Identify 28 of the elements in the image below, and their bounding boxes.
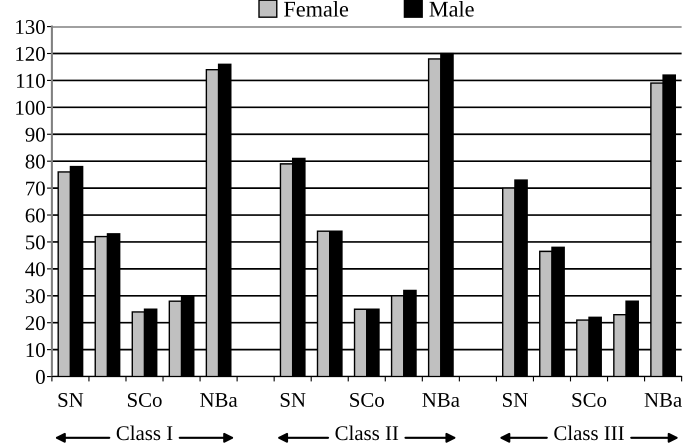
x-tick-label: NBa <box>422 393 460 407</box>
x-tick-label: SN <box>58 392 84 407</box>
text: Class II <box>336 426 398 440</box>
y-tick-label: 50 <box>26 235 45 250</box>
y-tick-label: 20 <box>26 316 45 330</box>
y-tick-label: 80 <box>26 154 45 169</box>
y-tick-label: 0 <box>36 370 45 384</box>
y-tick-label: 70 <box>26 181 45 196</box>
legend-label: Female <box>284 1 348 17</box>
y-tick-label: 120 <box>16 46 45 61</box>
text: Class I <box>116 426 172 440</box>
x-tick-label: SCo <box>128 392 162 407</box>
y-tick-label: 110 <box>17 74 45 88</box>
x-tick-label: SN <box>280 392 306 407</box>
x-tick-label: SCo <box>572 392 606 407</box>
legend-label: Male <box>429 1 474 17</box>
y-tick-label: 90 <box>25 128 45 142</box>
x-tick-label: NBa <box>644 393 682 407</box>
y-tick-label: 100 <box>16 100 45 115</box>
text: Class III <box>554 426 624 440</box>
x-tick-label: NBa <box>200 393 238 407</box>
y-tick-label: 130 <box>16 20 45 34</box>
x-tick-label: SCo <box>350 392 384 407</box>
y-tick-label: 10 <box>26 343 45 358</box>
x-tick-label: SN <box>503 392 528 407</box>
y-tick-label: 40 <box>25 262 45 276</box>
y-tick-label: 60 <box>26 208 45 222</box>
y-tick-label: 30 <box>26 289 45 304</box>
